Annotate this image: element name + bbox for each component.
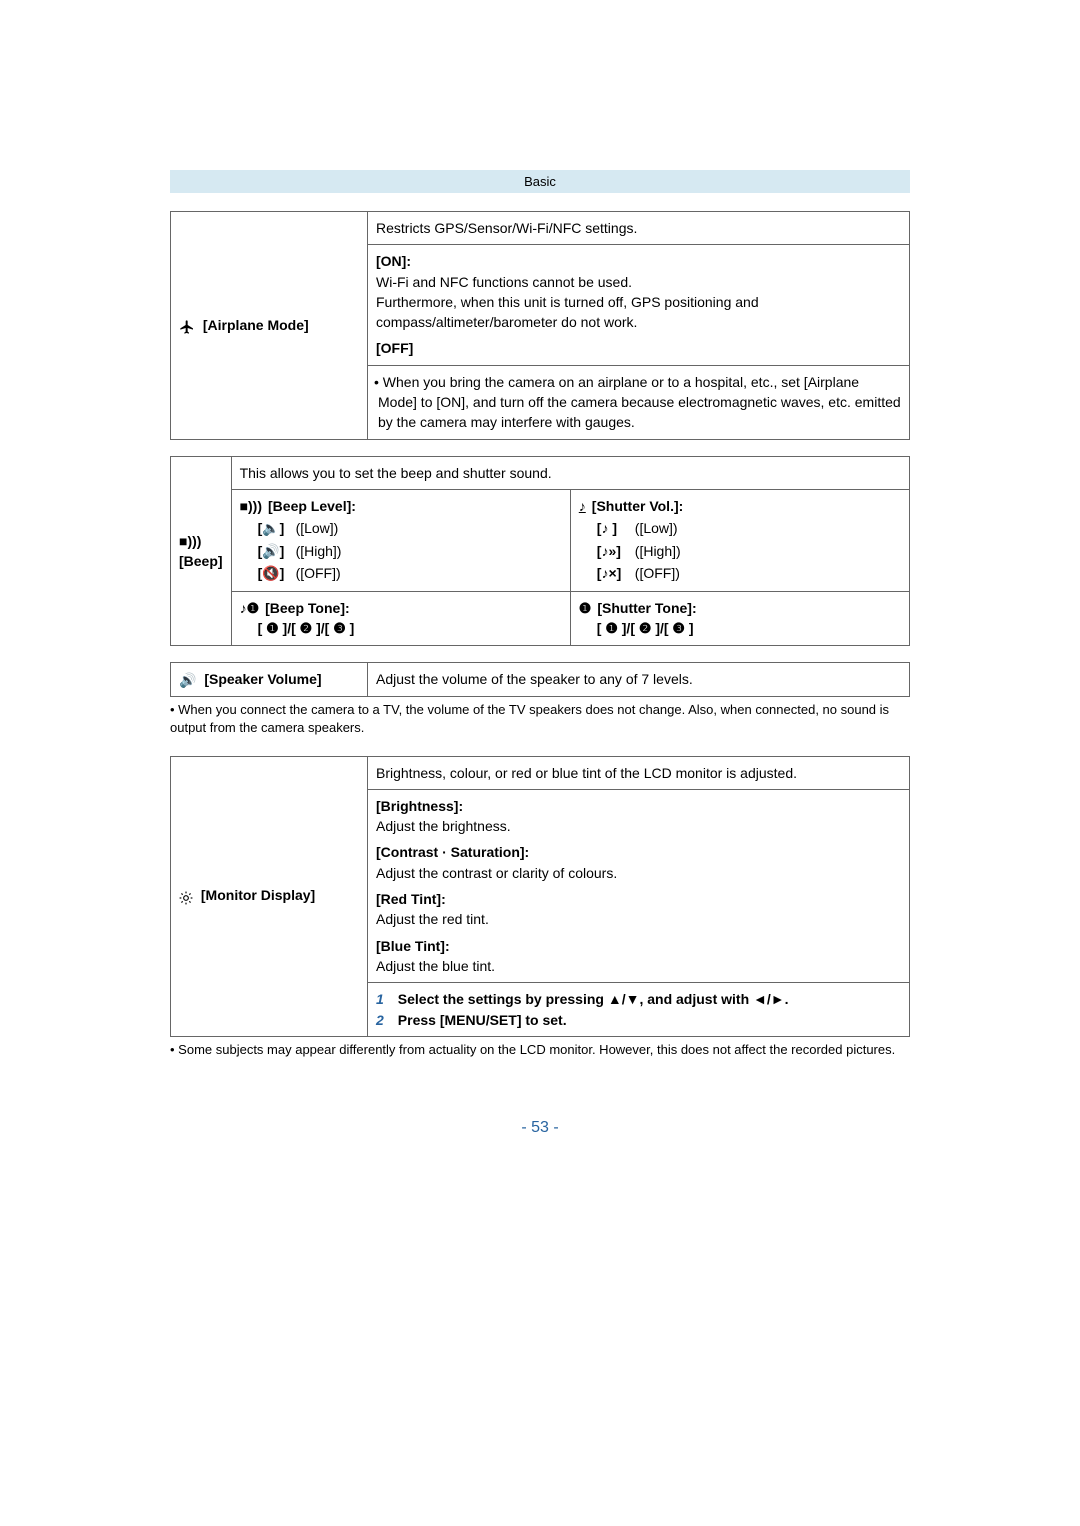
beep-level-cell: ■))) [Beep Level]: [🔈] ([Low]) [🔊] ([High]… — [231, 489, 570, 591]
brightness-text: Adjust the brightness. — [376, 818, 511, 834]
shutter-off-text: ([OFF]) — [635, 563, 680, 583]
contrast-text: Adjust the contrast or clarity of colour… — [376, 865, 617, 881]
brightness-icon — [179, 887, 193, 907]
shutter-tone-label: [Shutter Tone]: — [597, 598, 696, 618]
beep-high-icon: [🔊] — [258, 541, 286, 561]
section-header: Basic — [170, 170, 910, 193]
step-2-text: Press [MENU/SET] to set. — [398, 1012, 567, 1028]
beep-intro: This allows you to set the beep and shut… — [231, 456, 909, 489]
monitor-intro: Brightness, colour, or red or blue tint … — [368, 756, 910, 789]
beep-tone-label: [Beep Tone]: — [265, 598, 350, 618]
page-content: Basic [Airplane Mode] Restricts GPS/Sens… — [0, 0, 1080, 1197]
airplane-on-text: Wi-Fi and NFC functions cannot be used. … — [376, 274, 759, 331]
beep-low-icon: [🔈] — [258, 518, 286, 538]
airplane-icon — [179, 316, 195, 336]
shutter-low-text: ([Low]) — [635, 518, 678, 538]
red-tint-label: [Red Tint]: — [376, 891, 446, 907]
monitor-options-cell: [Brightness]: Adjust the brightness. [Co… — [368, 789, 910, 982]
airplane-note: • When you bring the camera on an airpla… — [368, 365, 910, 439]
airplane-on-label: [ON]: — [376, 253, 411, 269]
shutter-vol-cell: ♪ [Shutter Vol.]: [♪ ] ([Low]) [♪»] ([High… — [570, 489, 909, 591]
beep-off-icon: [🔇] — [258, 563, 286, 583]
beep-low-text: ([Low]) — [296, 518, 339, 538]
step-1-text: Select the settings by pressing ▲/▼, and… — [398, 991, 789, 1007]
beep-label: [Beep] — [179, 553, 223, 569]
beep-level-label: [Beep Level]: — [268, 496, 356, 516]
shutter-tone-options: [ ❶ ]/[ ❷ ]/[ ❸ ] — [597, 618, 901, 638]
speaker-volume-label: [Speaker Volume] — [204, 671, 321, 687]
monitor-steps-cell: 1 Select the settings by pressing ▲/▼, a… — [368, 983, 910, 1037]
speaker-volume-note: • When you connect the camera to a TV, t… — [170, 701, 910, 737]
airplane-mode-label-cell: [Airplane Mode] — [171, 212, 368, 440]
brightness-label: [Brightness]: — [376, 798, 463, 814]
page-number: - 53 - — [170, 1119, 910, 1137]
shutter-note-icon: ♪ — [579, 496, 586, 516]
beep-tone-options: [ ❶ ]/[ ❷ ]/[ ❸ ] — [258, 618, 562, 638]
shutter-high-text: ([High]) — [635, 541, 681, 561]
shutter-tone-icon: ❶ — [579, 598, 592, 618]
monitor-display-table: [Monitor Display] Brightness, colour, or… — [170, 756, 910, 1037]
speaker-volume-text: Adjust the volume of the speaker to any … — [368, 662, 910, 696]
airplane-mode-label: [Airplane Mode] — [203, 317, 309, 333]
sound-wave-icon: ■))) — [179, 531, 201, 551]
monitor-display-note: • Some subjects may appear differently f… — [170, 1041, 910, 1059]
speaker-volume-table: 🔊 [Speaker Volume] Adjust the volume of … — [170, 662, 910, 697]
red-tint-text: Adjust the red tint. — [376, 911, 489, 927]
beep-label-cell: ■))) [Beep] — [171, 456, 232, 645]
airplane-off-label: [OFF] — [376, 338, 901, 358]
speaker-volume-label-cell: 🔊 [Speaker Volume] — [171, 662, 368, 696]
airplane-restricts-text: Restricts GPS/Sensor/Wi-Fi/NFC settings. — [368, 212, 910, 245]
shutter-off-icon: [♪×] — [597, 563, 625, 583]
beep-wave-icon: ■))) — [240, 496, 262, 516]
blue-tint-text: Adjust the blue tint. — [376, 958, 495, 974]
shutter-tone-cell: ❶ [Shutter Tone]: [ ❶ ]/[ ❷ ]/[ ❸ ] — [570, 592, 909, 646]
beep-tone-cell: ♪❶ [Beep Tone]: [ ❶ ]/[ ❷ ]/[ ❸ ] — [231, 592, 570, 646]
monitor-display-label: [Monitor Display] — [201, 887, 315, 903]
step-2-number: 2 — [376, 1010, 390, 1030]
beep-off-text: ([OFF]) — [296, 563, 341, 583]
monitor-display-label-cell: [Monitor Display] — [171, 756, 368, 1036]
shutter-high-icon: [♪»] — [597, 541, 625, 561]
contrast-label: [Contrast · Saturation]: — [376, 844, 529, 860]
beep-tone-icon: ♪❶ — [240, 598, 260, 618]
shutter-vol-label: [Shutter Vol.]: — [592, 496, 684, 516]
step-1-number: 1 — [376, 989, 390, 1009]
airplane-mode-table: [Airplane Mode] Restricts GPS/Sensor/Wi-… — [170, 211, 910, 440]
shutter-low-icon: [♪ ] — [597, 518, 625, 538]
blue-tint-label: [Blue Tint]: — [376, 938, 450, 954]
airplane-options-cell: [ON]: Wi-Fi and NFC functions cannot be … — [368, 245, 910, 365]
beep-high-text: ([High]) — [296, 541, 342, 561]
beep-table: ■))) [Beep] This allows you to set the b… — [170, 456, 910, 646]
speaker-icon: 🔊 — [179, 670, 196, 690]
